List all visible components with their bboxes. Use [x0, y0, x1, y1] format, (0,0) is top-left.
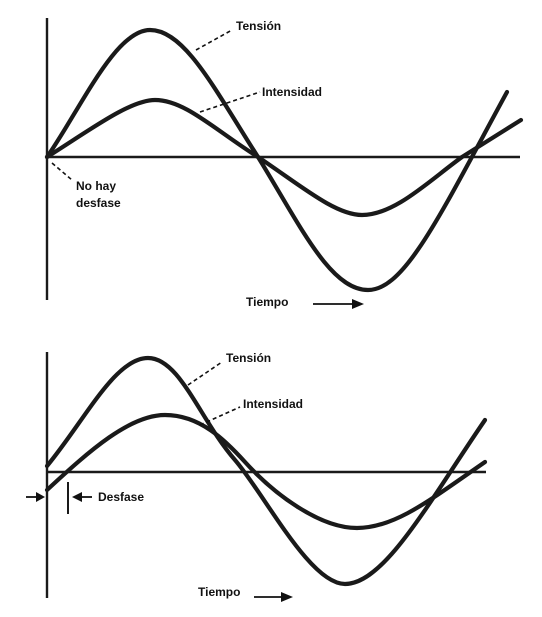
- bottom-phase-right-head: [72, 492, 82, 502]
- top-current-curve: [44, 97, 524, 218]
- top-voltage-leader: [195, 29, 233, 51]
- top-voltage-curve: [44, 27, 510, 293]
- top-voltage-label: Tensión: [236, 19, 281, 33]
- top-phase-label-line1: No hay: [76, 179, 116, 193]
- top-panel: Tensión Intensidad No hay desfase Tiempo: [44, 18, 524, 309]
- bottom-time-label: Tiempo: [198, 585, 240, 599]
- bottom-time-arrow-head: [281, 592, 293, 602]
- top-time-label: Tiempo: [246, 295, 288, 309]
- bottom-voltage-curve: [44, 355, 488, 587]
- top-current-leader: [199, 91, 261, 113]
- bottom-phase-label: Desfase: [98, 490, 144, 504]
- top-current-label: Intensidad: [262, 85, 322, 99]
- bottom-voltage-label: Tensión: [226, 351, 271, 365]
- bottom-voltage-leader: [187, 361, 223, 386]
- top-phase-leader: [51, 162, 73, 181]
- bottom-panel: Tensión Intensidad Desfase Tiempo: [26, 351, 488, 602]
- bottom-current-leader: [199, 406, 241, 426]
- top-phase-label-line2: desfase: [76, 196, 121, 210]
- bottom-current-curve: [44, 412, 488, 531]
- bottom-phase-left-head: [36, 492, 45, 502]
- top-time-arrow-head: [352, 299, 364, 309]
- bottom-current-label: Intensidad: [243, 397, 303, 411]
